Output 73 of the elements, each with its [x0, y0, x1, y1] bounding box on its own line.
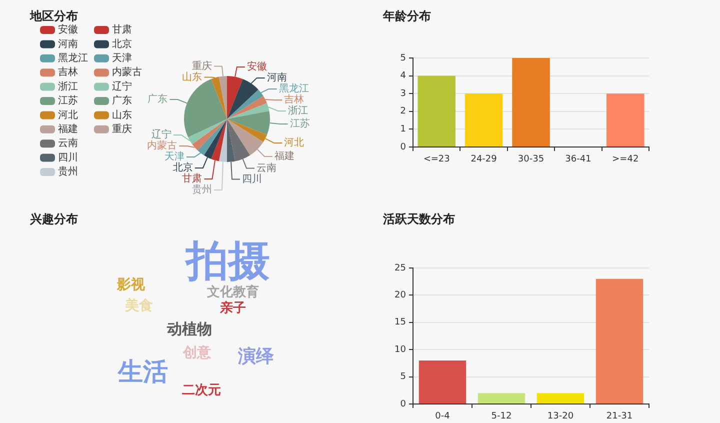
category-label: 黑龙江 — [278, 84, 309, 95]
x-tick-label: >=42 — [612, 154, 639, 165]
category-label: 拍摄 — [186, 236, 270, 285]
legend-label: 河南 — [58, 38, 78, 50]
category-label: 山东 — [182, 72, 202, 83]
x-tick-label: <=23 — [423, 154, 450, 165]
legend-label: 重庆 — [112, 122, 132, 135]
y-tick-label: 10 — [394, 344, 406, 355]
legend-label: 福建 — [58, 122, 78, 135]
category-label: 二次元 — [182, 383, 221, 398]
slice-label: 河南 — [266, 72, 287, 84]
legend-label: 安徽 — [58, 24, 78, 36]
text: 兴趣分布 — [30, 212, 78, 226]
y-tick-label: 1 — [400, 124, 406, 135]
y-tick-label: 5 — [400, 372, 406, 382]
legend-label: 江苏 — [58, 94, 78, 107]
slice-label: 辽宁 — [151, 128, 172, 141]
category-label: 文化教育 — [207, 285, 259, 300]
chart-title: 地区分布 — [30, 9, 78, 23]
y-tick-label: 0 — [400, 399, 406, 410]
category-label: 内蒙古 — [147, 140, 178, 152]
category-label: 吉林 — [284, 94, 304, 106]
slice-label: 四川 — [242, 172, 262, 185]
category-label: 创意 — [183, 345, 211, 361]
legend-label: 浙江 — [58, 80, 78, 92]
y-tick-label: 0 — [400, 142, 406, 152]
y-tick-label: 15 — [394, 318, 406, 328]
x-tick-label: 30-35 — [518, 154, 544, 165]
slice-label: 江苏 — [290, 118, 310, 130]
category-label: 亲子 — [220, 301, 246, 316]
x-tick-label: 5-12 — [491, 412, 512, 422]
y-tick-label: 2 — [400, 106, 406, 117]
category-label: 动植物 — [167, 320, 212, 338]
legend-label: 山东 — [112, 108, 132, 121]
chart-title: 活跃天数分布 — [383, 212, 455, 226]
legend-label: 黑龙江 — [58, 52, 88, 64]
x-tick-label: 36-41 — [565, 154, 592, 165]
chart-title: 年龄分布 — [383, 9, 431, 23]
x-tick-label: 24-29 — [470, 154, 498, 165]
legend-label: 河北 — [58, 108, 78, 121]
slice-label: 福建 — [274, 150, 294, 162]
slice-label: 云南 — [256, 162, 277, 174]
category-label: 演绎 — [238, 346, 274, 367]
legend-label: 内蒙古 — [112, 66, 142, 78]
x-tick-label: 13-20 — [547, 412, 574, 422]
legend-label: 四川 — [58, 151, 78, 164]
legend-label: 云南 — [58, 137, 78, 150]
legend-label: 北京 — [112, 38, 132, 50]
slice-label: 北京 — [172, 162, 193, 174]
slice-label: 安徽 — [246, 60, 267, 73]
x-tick-label: 21-31 — [606, 412, 633, 422]
y-tick-label: 5 — [400, 53, 406, 64]
category-label: 美食 — [125, 298, 153, 314]
category-label: 生活 — [118, 357, 168, 386]
legend-label: 广东 — [112, 94, 132, 107]
slice-label: 贵州 — [192, 184, 212, 196]
slice-label: 浙江 — [288, 104, 308, 117]
category-label: 天津 — [164, 152, 185, 163]
category-label: 河北 — [284, 138, 304, 149]
slice-label: 重庆 — [192, 60, 212, 72]
y-tick-label: 20 — [394, 290, 406, 301]
y-tick-label: 4 — [400, 71, 406, 82]
x-tick-label: 0-4 — [435, 412, 450, 422]
legend-label: 贵州 — [58, 166, 78, 178]
slice-label: 甘肃 — [182, 172, 202, 185]
y-tick-label: 3 — [400, 88, 406, 99]
legend-label: 甘肃 — [112, 24, 132, 36]
legend-label: 辽宁 — [112, 80, 132, 92]
slice-label: 广东 — [148, 93, 168, 106]
legend-label: 天津 — [112, 52, 132, 64]
legend-label: 吉林 — [58, 66, 78, 78]
y-tick-label: 25 — [394, 263, 406, 274]
category-label: 影视 — [117, 277, 145, 293]
